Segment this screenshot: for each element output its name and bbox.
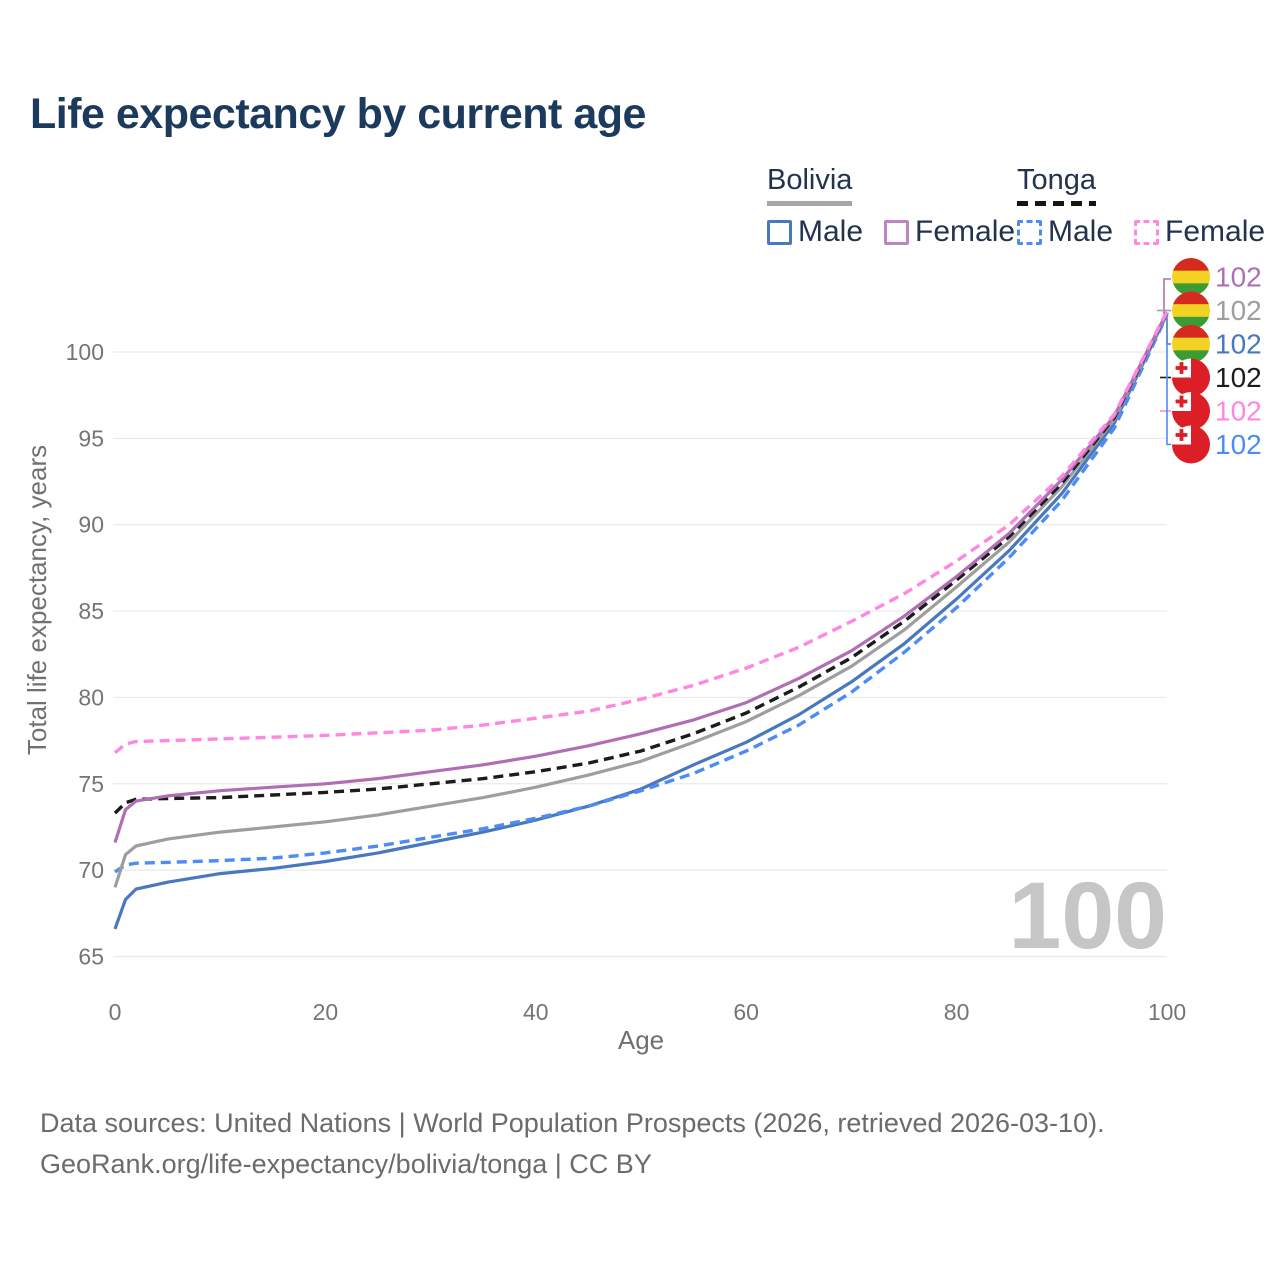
- end-value-label-bolivia-female: 102: [1215, 262, 1262, 293]
- legend-country-label: Bolivia: [767, 164, 853, 196]
- leader-line: [1166, 318, 1171, 345]
- legend-country-label: Tonga: [1017, 164, 1097, 196]
- end-value-label-tonga-male: 102: [1215, 429, 1262, 460]
- end-value-label-tonga-female: 102: [1215, 396, 1262, 427]
- x-tick-label: 0: [109, 999, 122, 1025]
- end-value-label-bolivia-male: 102: [1215, 329, 1262, 360]
- tonga-flag-icon: [1172, 392, 1210, 430]
- legend-checkbox-tonga-female[interactable]: [1134, 219, 1160, 245]
- y-tick-label: 100: [66, 339, 104, 365]
- legend-checkbox-bolivia-female[interactable]: [884, 219, 910, 245]
- end-value-label-tonga-both: 102: [1215, 362, 1262, 393]
- leader-line: [1163, 278, 1171, 314]
- bolivia-flag-icon: [1172, 325, 1210, 363]
- legend-label-tonga-male[interactable]: Male: [1048, 215, 1114, 248]
- legend-checkbox-bolivia-male[interactable]: [767, 219, 792, 245]
- bolivia-flag-icon: [1172, 258, 1210, 296]
- footer-attribution-link[interactable]: GeoRank.org/life-expectancy/bolivia/tong…: [40, 1149, 652, 1179]
- y-tick-label: 90: [78, 512, 104, 538]
- legend-checkbox-tonga-male[interactable]: [1017, 219, 1042, 245]
- y-tick-label: 80: [78, 684, 104, 710]
- x-tick-label: 80: [944, 999, 970, 1025]
- series-line-bolivia-male[interactable]: [113, 313, 1169, 930]
- end-value-label-bolivia-both: 102: [1215, 295, 1262, 326]
- x-tick-label: 100: [1148, 999, 1186, 1025]
- page-title: Life expectancy by current age: [30, 90, 646, 138]
- legend-items-bolivia: Male Female: [767, 215, 1036, 249]
- bolivia-flag-icon: [1172, 291, 1210, 330]
- series-line-bolivia-both[interactable]: [113, 312, 1169, 888]
- hover-age-watermark: 100: [1008, 863, 1167, 969]
- tonga-flag-icon: [1172, 425, 1210, 464]
- legend-items-tonga: Male Female: [1017, 215, 1280, 249]
- y-tick-label: 95: [78, 425, 104, 451]
- legend-country-bolivia[interactable]: Bolivia: [767, 164, 853, 206]
- y-tick-label: 75: [78, 771, 104, 797]
- legend-group-tonga: Tonga Male Female: [1017, 164, 1280, 249]
- bolivia-line-style-swatch: [767, 201, 853, 206]
- legend-label-bolivia-male[interactable]: Male: [798, 215, 864, 248]
- legend-country-tonga[interactable]: Tonga: [1017, 164, 1097, 206]
- footer: Data sources: United Nations | World Pop…: [40, 1103, 1105, 1185]
- y-tick-label: 70: [78, 857, 104, 883]
- x-tick-label: 40: [523, 999, 549, 1025]
- y-tick-label: 85: [78, 598, 104, 624]
- tonga-line-style-swatch: [1017, 201, 1097, 206]
- x-tick-label: 20: [313, 999, 339, 1025]
- series-line-tonga-both[interactable]: [113, 311, 1169, 815]
- series-line-bolivia-female[interactable]: [113, 311, 1169, 843]
- legend-label-bolivia-female[interactable]: Female: [915, 215, 1016, 248]
- series-line-tonga-male[interactable]: [114, 314, 1169, 874]
- footer-data-sources: Data sources: United Nations | World Pop…: [40, 1108, 1105, 1138]
- series-line-tonga-female[interactable]: [113, 310, 1169, 755]
- leader-line: [1166, 344, 1171, 446]
- x-tick-label: 60: [733, 999, 759, 1025]
- y-axis-title: Total life expectancy, years: [22, 445, 52, 755]
- tonga-flag-icon: [1172, 358, 1210, 397]
- x-axis-title: Age: [618, 1025, 664, 1055]
- legend-group-bolivia: Bolivia Male Female: [767, 164, 1036, 249]
- legend-label-tonga-female[interactable]: Female: [1165, 215, 1266, 248]
- y-tick-label: 65: [78, 944, 104, 970]
